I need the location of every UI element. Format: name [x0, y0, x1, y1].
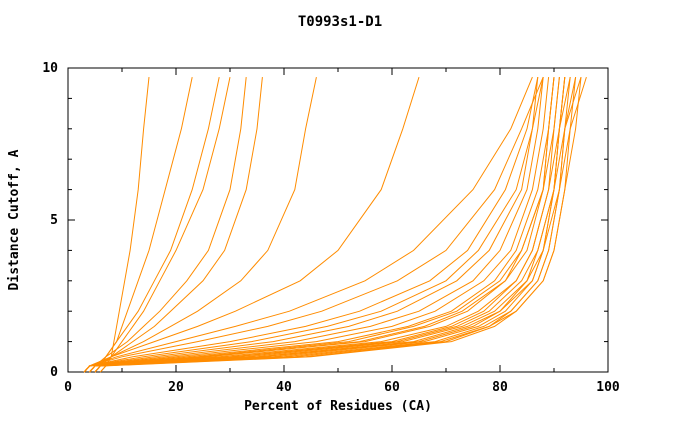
model-curve [83, 76, 544, 373]
model-curve [89, 77, 560, 373]
model-curve [89, 77, 566, 373]
model-curve [89, 77, 566, 373]
model-curve [89, 77, 560, 373]
model-curve [94, 76, 577, 373]
model-curve [94, 76, 220, 373]
x-tick-label: 20 [168, 380, 184, 395]
x-tick-label: 0 [64, 380, 72, 395]
y-axis-label: Distance Cutoff, A [7, 149, 22, 290]
chart-title: T0993s1-D1 [298, 14, 382, 30]
x-axis-label: Percent of Residues (CA) [244, 399, 432, 414]
model-curve [89, 77, 555, 373]
x-tick-label: 60 [384, 380, 400, 395]
model-curve [83, 76, 420, 373]
model-curve [94, 76, 231, 373]
model-curve [83, 77, 539, 373]
x-tick-label: 40 [276, 380, 292, 395]
x-tick-label: 80 [492, 380, 508, 395]
y-tick-label: 0 [50, 365, 58, 380]
model-curve [94, 76, 193, 373]
model-curve [89, 77, 263, 373]
model-curves [83, 76, 587, 373]
y-tick-label: 5 [50, 213, 58, 228]
model-curve [83, 76, 317, 373]
y-tick-label: 10 [42, 61, 58, 76]
axis-ticks: 0 20 40 60 80 100 0 5 10 [42, 61, 620, 395]
model-curve [89, 77, 566, 373]
model-curve [83, 77, 544, 373]
model-curve [83, 76, 544, 373]
model-curve [94, 77, 582, 373]
model-curve [100, 77, 577, 373]
model-curve [100, 77, 150, 373]
model-curve [83, 76, 539, 373]
model-curve [83, 77, 550, 373]
model-curve [94, 77, 571, 373]
model-curve [89, 76, 571, 373]
model-curve [83, 76, 533, 373]
model-curve [89, 77, 247, 373]
model-curve [83, 77, 555, 373]
x-tick-label: 100 [596, 380, 620, 395]
